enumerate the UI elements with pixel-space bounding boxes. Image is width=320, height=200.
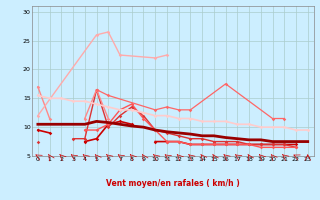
X-axis label: Vent moyen/en rafales ( km/h ): Vent moyen/en rafales ( km/h )	[106, 179, 240, 188]
